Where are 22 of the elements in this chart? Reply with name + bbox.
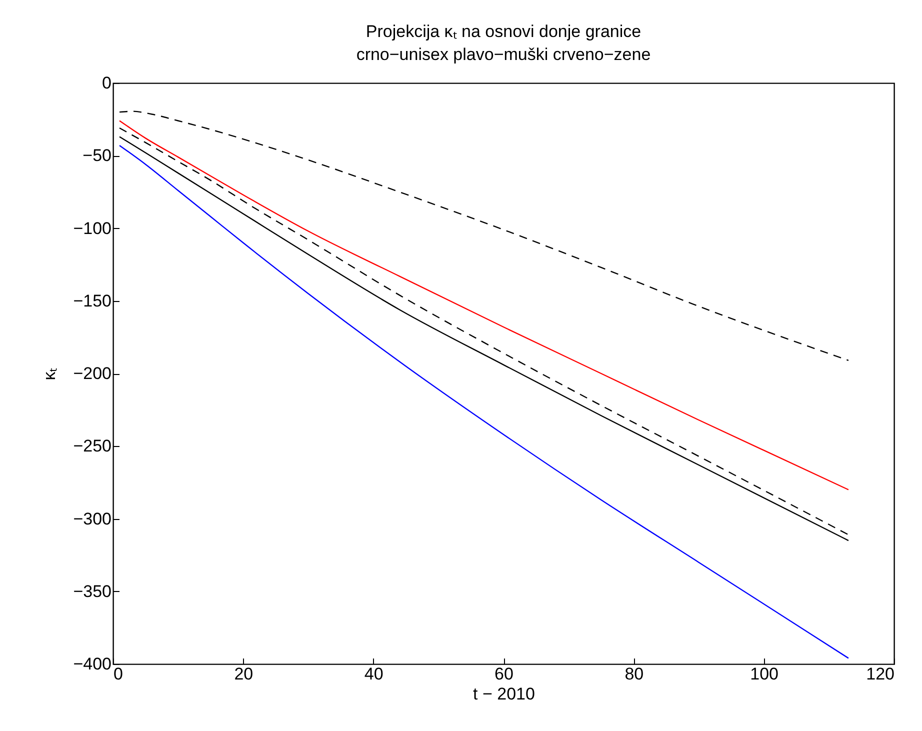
y-tick-label: −300 — [73, 509, 112, 528]
chart-title: Projekcija κₜ na osnovi donje granice — [366, 22, 642, 41]
x-tick-label: 0 — [114, 664, 123, 684]
x-tick-label: 120 — [866, 664, 894, 684]
y-tick-label: 0 — [102, 74, 112, 92]
y-tick-label: −150 — [73, 291, 112, 310]
x-tick-label: 80 — [624, 664, 644, 684]
chart-subtitle: crno−unisex plavo−muški crveno−zene — [356, 45, 651, 64]
y-tick-label: −250 — [73, 436, 112, 456]
y-tick-label: −200 — [73, 364, 112, 383]
x-tick-label: 40 — [364, 664, 384, 684]
line-series — [118, 144, 850, 659]
x-axis-title: t − 2010 — [473, 684, 535, 704]
line-series — [118, 110, 850, 362]
x-tick-label: 60 — [494, 664, 514, 684]
y-axis-title: κₜ — [40, 368, 60, 380]
y-tick-label: −100 — [73, 218, 112, 238]
y-tick-label: −50 — [82, 146, 112, 166]
x-tick-label: 100 — [750, 664, 779, 684]
y-tick-label: −350 — [73, 582, 112, 601]
x-tick-label: 20 — [234, 664, 254, 684]
y-tick-label: −400 — [73, 654, 112, 674]
